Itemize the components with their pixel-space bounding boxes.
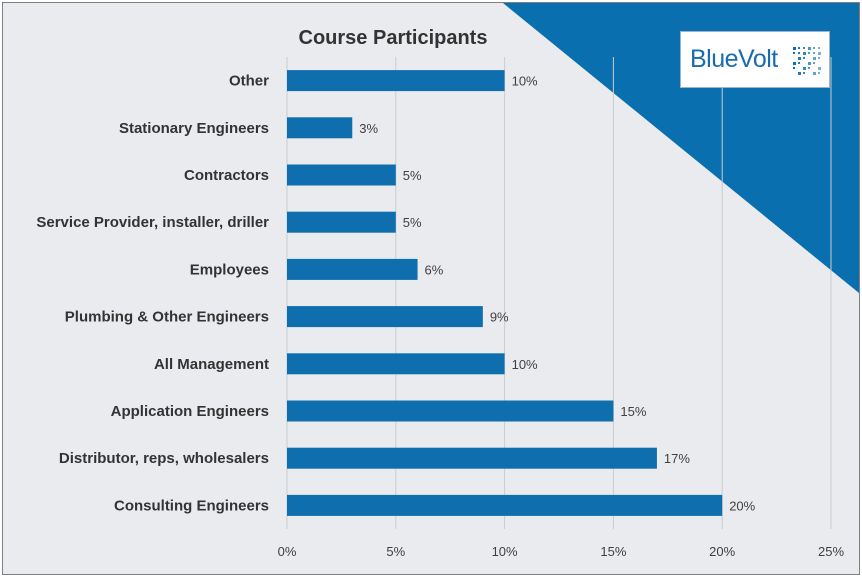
x-tick-label: 25% bbox=[818, 544, 844, 559]
logo-dot bbox=[813, 52, 815, 54]
logo-dot bbox=[808, 52, 810, 54]
bluevolt-logo: BlueVolt bbox=[680, 31, 830, 88]
bar bbox=[287, 117, 353, 139]
category-label: Service Provider, installer, driller bbox=[36, 214, 269, 231]
data-label: 9% bbox=[490, 310, 509, 325]
logo-dot bbox=[793, 62, 796, 65]
logo-dot bbox=[798, 57, 801, 60]
bar bbox=[287, 164, 396, 186]
logo-dot bbox=[803, 47, 805, 49]
logo-dot bbox=[813, 47, 815, 49]
logo-dot bbox=[793, 47, 796, 50]
category-label: All Management bbox=[154, 356, 269, 373]
x-axis-ticks: 0% 5% 10% 15% 20% 25% bbox=[278, 544, 845, 559]
bar bbox=[287, 400, 614, 422]
data-label: 15% bbox=[620, 404, 646, 419]
data-label: 10% bbox=[512, 357, 538, 372]
x-tick-label: 15% bbox=[600, 544, 626, 559]
logo-dot bbox=[798, 52, 800, 54]
x-tick-label: 5% bbox=[386, 544, 405, 559]
logo-dot bbox=[808, 47, 811, 50]
data-label: 3% bbox=[359, 121, 378, 136]
logo-dot bbox=[818, 52, 821, 55]
data-label: 10% bbox=[512, 74, 538, 89]
bar bbox=[287, 353, 505, 375]
data-label: 20% bbox=[729, 498, 755, 513]
logo-dot bbox=[813, 62, 815, 64]
logo-dot bbox=[818, 67, 821, 70]
logo-dot bbox=[808, 62, 811, 65]
bar bbox=[287, 258, 418, 280]
logo-dot bbox=[818, 47, 820, 49]
category-label: Distributor, reps, wholesalers bbox=[59, 450, 269, 467]
category-label: Plumbing & Other Engineers bbox=[65, 309, 269, 326]
bar-chart: Other Stationary Engineers Contractors Serv… bbox=[36, 27, 845, 559]
logo-dot bbox=[803, 67, 806, 70]
logo-dot bbox=[798, 62, 800, 64]
category-label: Stationary Engineers bbox=[119, 120, 269, 137]
logo-dot bbox=[818, 72, 820, 74]
logo-mark-icon bbox=[793, 47, 821, 75]
logo-dot bbox=[803, 57, 805, 59]
logo-dot bbox=[808, 67, 810, 69]
bar bbox=[287, 306, 483, 328]
data-label: 5% bbox=[403, 168, 422, 183]
bars bbox=[287, 70, 723, 516]
category-label: Application Engineers bbox=[111, 403, 269, 420]
category-label: Employees bbox=[190, 261, 269, 278]
logo-dot bbox=[818, 57, 820, 59]
chart-title: Course Participants bbox=[299, 27, 488, 49]
x-tick-label: 20% bbox=[709, 544, 735, 559]
data-label: 6% bbox=[425, 262, 444, 277]
logo-dot bbox=[798, 72, 801, 75]
logo-dot bbox=[803, 52, 806, 55]
logo-dot bbox=[813, 57, 816, 60]
x-tick-label: 10% bbox=[492, 544, 518, 559]
data-label: 5% bbox=[403, 215, 422, 230]
category-labels: Other Stationary Engineers Contractors Serv… bbox=[36, 73, 269, 515]
bar bbox=[287, 447, 657, 469]
logo-dot bbox=[813, 72, 816, 75]
data-labels: 10% 3% 5% 5% 6% 9% 10% 15% 17% 20% bbox=[359, 74, 755, 514]
logo-dot bbox=[803, 72, 805, 74]
bar bbox=[287, 494, 723, 516]
logo-dot bbox=[798, 47, 800, 49]
category-label: Other bbox=[229, 73, 269, 90]
bar bbox=[287, 70, 505, 92]
logo-dot bbox=[793, 67, 795, 69]
category-label: Contractors bbox=[184, 167, 269, 184]
data-label: 17% bbox=[664, 451, 690, 466]
x-tick-label: 0% bbox=[278, 544, 297, 559]
logo-dot bbox=[793, 52, 795, 54]
bar bbox=[287, 211, 396, 233]
category-label: Consulting Engineers bbox=[114, 497, 269, 514]
logo-text: BlueVolt bbox=[690, 45, 778, 73]
